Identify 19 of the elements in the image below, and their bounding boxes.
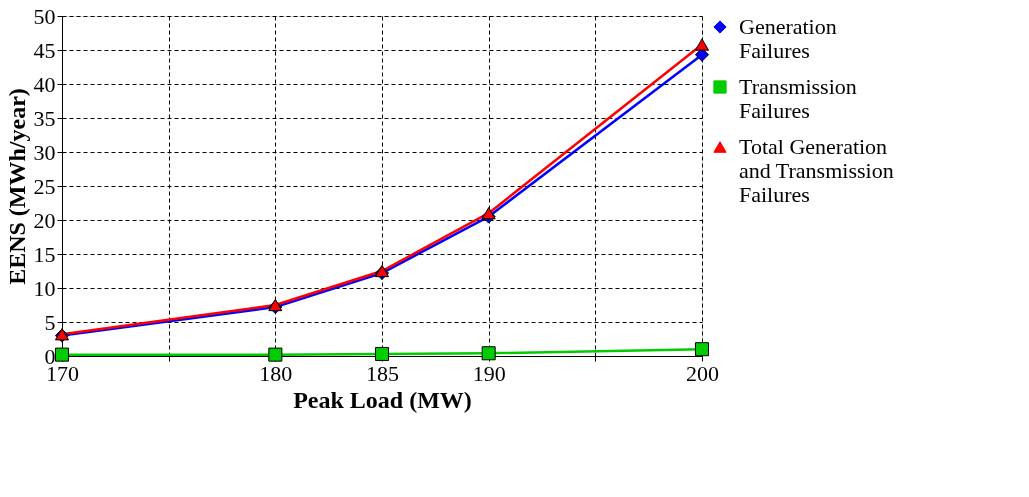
y-tick-label: 40 [33,71,56,97]
x-tick-label: 180 [259,360,293,386]
y-tick-label: 20 [33,207,56,233]
y-tick-label: 50 [33,3,56,29]
legend-label: Total Generation and Transmission Failures [739,134,894,207]
x-tick-label: 185 [366,360,399,386]
x-tick-label: 200 [686,360,719,386]
y-axis-title: EENS (MWh/year) [3,88,30,285]
y-tick-label: 25 [33,173,56,199]
legend-label: Generation Failures [739,14,837,63]
y-tick-label: 30 [33,139,56,165]
y-tick-label: 45 [33,37,56,63]
y-tick-label: 35 [33,105,56,131]
x-axis-title: Peak Load (MW) [293,386,472,413]
y-tick-label: 15 [33,241,56,267]
x-tick-label: 190 [472,360,506,386]
y-tick-label: 5 [44,309,56,335]
legend-label: Transmission Failures [739,74,857,123]
y-tick-label: 10 [33,275,56,301]
